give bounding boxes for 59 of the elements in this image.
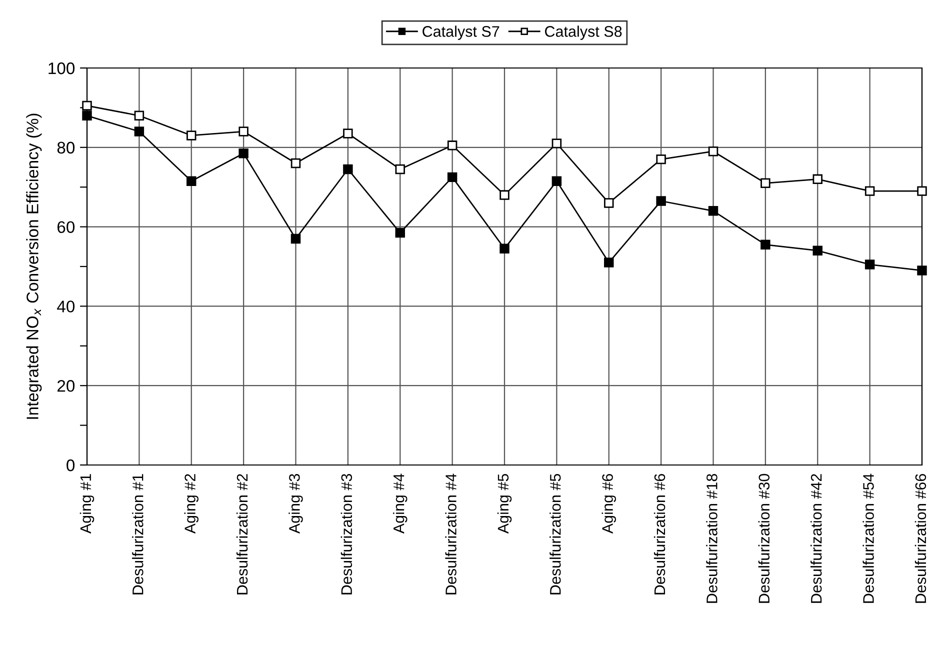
point [760,240,770,250]
point [917,186,927,196]
point [447,172,458,182]
point [760,178,770,188]
y-axis-title: Integrated NO$_{x}$ Conversion Efficiency (%) [26,114,42,419]
point [656,154,666,164]
x-tick-label: Aging #2 [184,474,198,534]
y-tick-label: 100 [48,62,75,74]
point [395,164,405,174]
x-tick-label: Desulfurization #18 [706,474,718,603]
y-tick-label: 80 [57,142,75,154]
x-tick-label: Desulfurization #2 [236,474,248,594]
point [290,158,301,168]
legend-label: Catalyst S7 [422,26,500,40]
y-tick-label: 0 [66,459,75,472]
point [238,148,248,158]
x-tick-label: Aging #1 [80,474,94,534]
point [552,138,562,148]
point [500,244,510,254]
y-tick-label: 60 [58,221,75,234]
point [656,196,666,206]
x-tick-label: Desulfurization #6 [654,474,666,594]
point [864,186,875,196]
point [82,110,92,120]
x-tick-label: Desulfurization #4 [445,474,456,594]
x-tick-label: Desulfurization #30 [758,474,770,603]
x-tick-label: Aging #6 [602,474,616,534]
x-tick-label: Desulfurization #66 [914,474,926,603]
point [500,190,510,200]
point [343,164,353,174]
x-tick-label: Desulfurization #54 [862,474,874,603]
point [552,176,562,186]
point [812,246,822,256]
y-tick-label: 40 [57,300,75,312]
point [447,140,458,150]
point [812,174,822,184]
point [134,110,144,120]
x-tick-label: Desulfurization #1 [132,474,144,594]
x-tick-label: Aging #5 [497,474,512,534]
x-tick-label: Aging #3 [288,474,303,534]
point [917,266,927,276]
point [186,176,196,186]
point [186,130,196,140]
point [343,128,353,138]
point [708,146,718,156]
x-tick-label: Desulfurization #5 [550,474,561,594]
point [395,228,405,238]
legend-label: Catalyst S8 [545,26,622,40]
x-tick-label: Desulfurization #42 [810,474,822,603]
point [708,206,718,216]
point [134,126,144,136]
point [604,258,614,268]
point [604,198,614,208]
y-tick-label: 20 [57,380,75,392]
x-tick-label: Aging #4 [393,474,408,534]
point [290,234,301,244]
point [238,126,248,136]
point [864,260,875,270]
x-tick-label: Desulfurization #3 [340,474,352,594]
